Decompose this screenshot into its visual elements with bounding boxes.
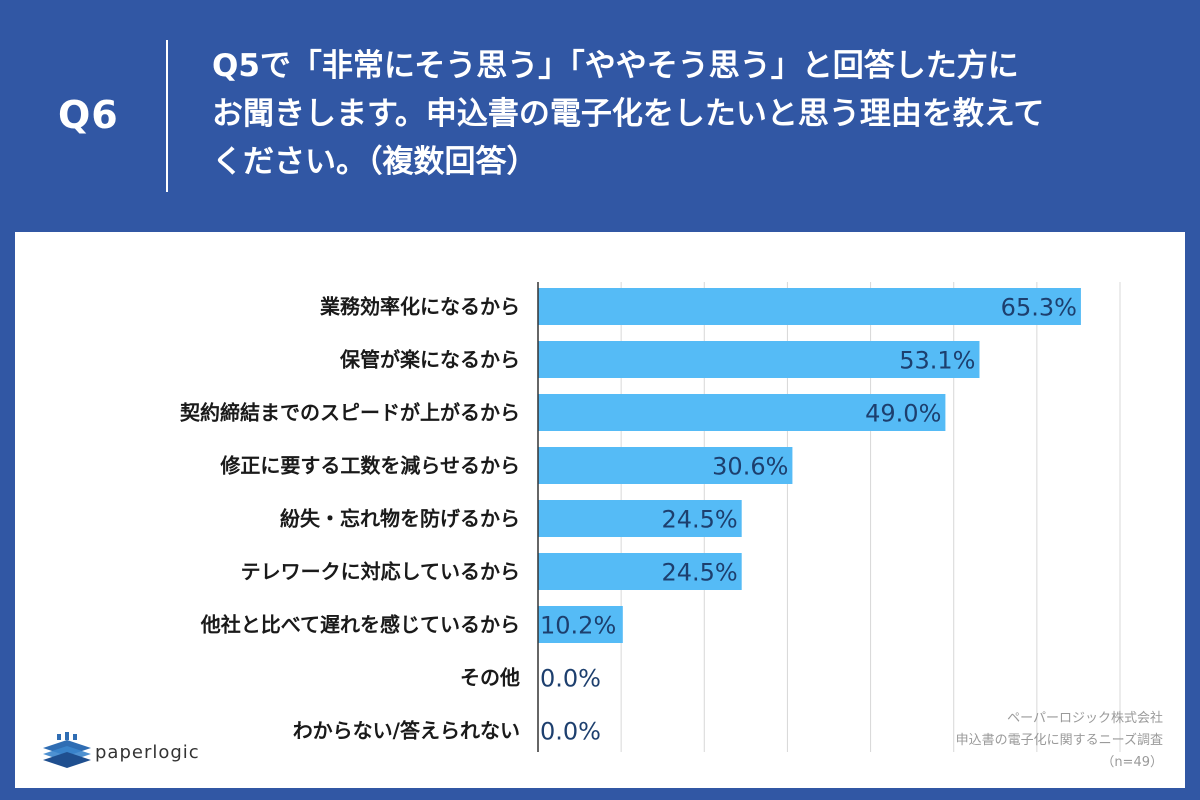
value-label: 24.5% — [661, 506, 737, 534]
category-label: 他社と比べて遅れを感じているから — [200, 613, 520, 637]
category-label: 保管が楽になるから — [339, 348, 520, 372]
source-line: （n=49） — [1101, 755, 1163, 770]
question-number: Q6 — [58, 93, 119, 137]
source-line: ペーパーロジック株式会社 — [1007, 711, 1163, 726]
value-label: 30.6% — [712, 453, 788, 481]
category-label: 契約締結までのスピードが上がるから — [179, 401, 520, 425]
question-line: お聞きします。申込書の電子化をしたいと思う理由を教えて — [212, 96, 1045, 132]
source-note: ペーパーロジック株式会社 申込書の電子化に関するニーズ調査 （n=49） — [956, 708, 1163, 774]
bar-chart: 業務効率化になるから 65.3% 保管が楽になるから 53.1% 契約締結までのスピード… — [179, 282, 1121, 752]
value-label: 0.0% — [540, 665, 601, 693]
value-label: 65.3% — [1001, 294, 1077, 322]
category-label: 紛失・忘れ物を防げるから — [280, 507, 520, 531]
header: Q6 Q5で「非常にそう思う」「ややそう思う」と回答した方に お聞きします。申込… — [0, 0, 1200, 232]
bar — [538, 447, 793, 484]
question-line: ください。（複数回答） — [212, 144, 538, 180]
bar — [538, 394, 946, 431]
header-divider — [166, 40, 168, 192]
bar — [538, 553, 742, 590]
bar — [538, 288, 1081, 325]
category-label: テレワークに対応しているから — [241, 560, 520, 584]
logo-text: paperlogic — [95, 742, 200, 763]
value-label: 53.1% — [899, 347, 975, 375]
category-label: わからない/答えられない — [293, 719, 520, 743]
source-line: 申込書の電子化に関するニーズ調査 — [955, 733, 1163, 748]
value-label: 0.0% — [540, 718, 601, 746]
question-line: Q5で「非常にそう思う」「ややそう思う」と回答した方に — [212, 48, 1019, 84]
value-label: 24.5% — [661, 559, 737, 587]
category-label: 修正に要する工数を減らせるから — [219, 454, 520, 478]
paperlogic-stack-icon — [43, 732, 91, 768]
bar — [538, 500, 742, 537]
question-text: Q5で「非常にそう思う」「ややそう思う」と回答した方に お聞きします。申込書の電… — [212, 42, 1172, 186]
bar — [538, 341, 980, 378]
category-label: 業務効率化になるから — [320, 295, 520, 319]
category-label: その他 — [460, 666, 520, 690]
chart-panel: 業務効率化になるから 65.3% 保管が楽になるから 53.1% 契約締結までのスピード… — [15, 232, 1185, 788]
value-label: 10.2% — [540, 612, 616, 640]
bar — [538, 606, 623, 643]
value-label: 49.0% — [865, 400, 941, 428]
